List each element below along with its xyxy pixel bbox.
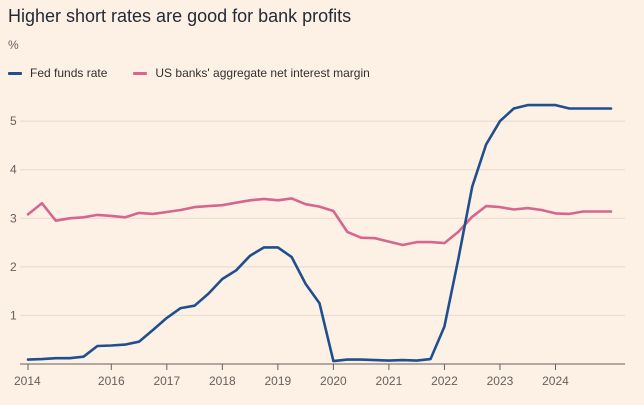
- legend-label-net-interest-margin: US banks' aggregate net interest margin: [155, 66, 370, 80]
- x-tick-label-2018: 2018: [209, 374, 236, 388]
- legend-item-net-interest-margin: US banks' aggregate net interest margin: [133, 66, 370, 80]
- x-tick-label-2020: 2020: [320, 374, 347, 388]
- x-tick-label-2022: 2022: [431, 374, 458, 388]
- y-tick-label-4: 4: [10, 163, 17, 177]
- y-unit-label: %: [8, 38, 19, 52]
- x-tick-label-2021: 2021: [376, 374, 403, 388]
- series-line-net-interest-margin: [26, 197, 613, 247]
- legend-swatch-net-interest-margin: [133, 71, 148, 75]
- x-tick-label-2023: 2023: [487, 374, 514, 388]
- x-tick-label-2014: 2014: [14, 374, 41, 388]
- legend: Fed funds rate US banks' aggregate net i…: [8, 66, 370, 80]
- series-line-fed-funds-rate: [26, 103, 613, 363]
- legend-swatch-fed-funds: [8, 71, 22, 75]
- y-tick-label-2: 2: [10, 260, 17, 274]
- x-tick-label-2017: 2017: [153, 374, 180, 388]
- chart-title: Higher short rates are good for bank pro…: [8, 6, 352, 26]
- x-tick-label-2016: 2016: [98, 374, 125, 388]
- y-tick-label-1: 1: [10, 308, 17, 322]
- x-tick-label-2024: 2024: [542, 374, 569, 388]
- y-tick-label-5: 5: [10, 114, 17, 128]
- legend-label-fed-funds: Fed funds rate: [30, 66, 108, 80]
- x-tick-label-2019: 2019: [265, 374, 292, 388]
- legend-item-fed-funds: Fed funds rate: [8, 66, 107, 80]
- y-tick-label-3: 3: [10, 211, 17, 225]
